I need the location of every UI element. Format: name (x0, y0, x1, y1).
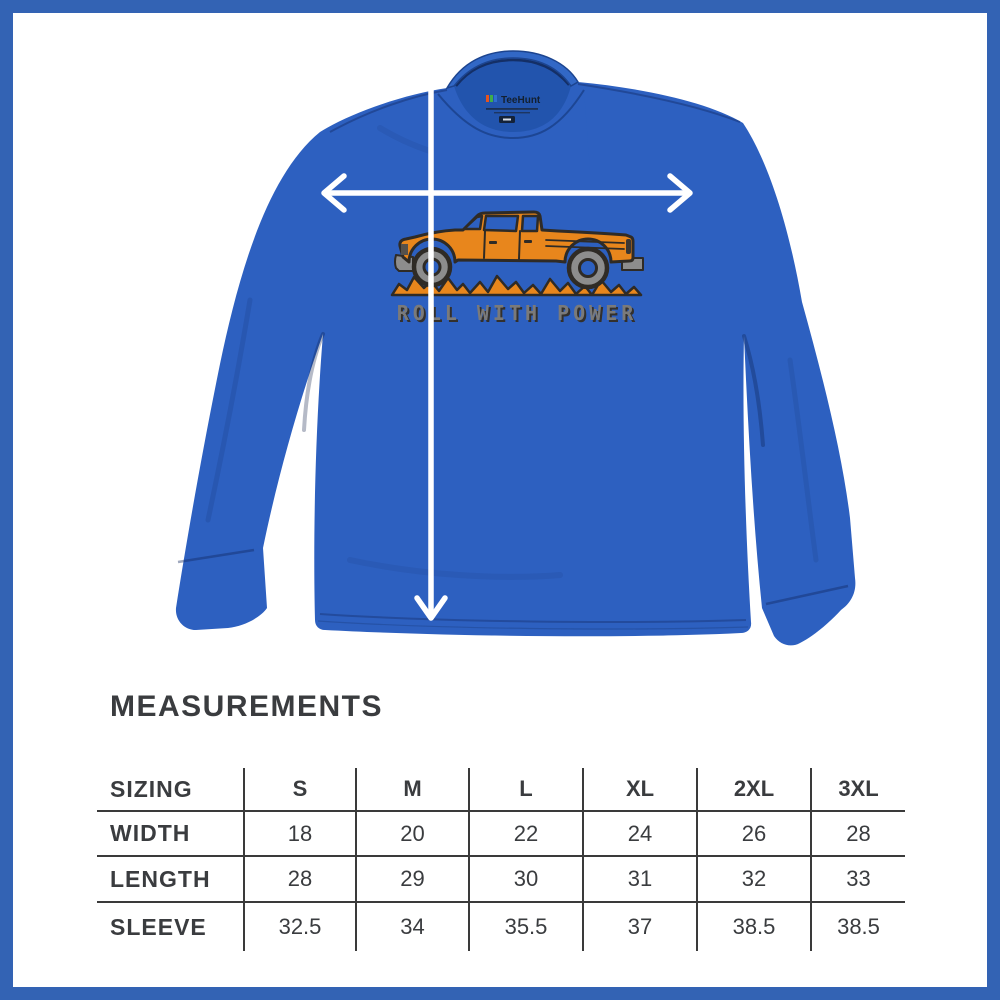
neck-label: TeeHunt (486, 95, 541, 123)
table-cell: 33 (810, 857, 905, 903)
truck-windows (462, 214, 540, 233)
table-header-sizing: SIZING (97, 768, 243, 812)
table-cell: 38.5 (810, 903, 905, 951)
table-cell: 26 (696, 812, 810, 857)
taillight (626, 239, 631, 254)
size-table: SIZING S M L XL 2XL 3XL WIDTH 18 20 22 2… (97, 768, 905, 951)
table-cell: 24 (582, 812, 696, 857)
measurements-title: MEASUREMENTS (110, 690, 384, 723)
seams (177, 83, 849, 630)
collar-band (445, 50, 580, 90)
size-col-header: L (468, 768, 582, 812)
table-cell: 28 (243, 857, 355, 903)
graphic-caption-shadow: ROLL WITH POWER (399, 303, 640, 327)
grille (401, 244, 408, 255)
table-cell: 37 (582, 903, 696, 951)
table-cell: 38.5 (696, 903, 810, 951)
table-cell: 28 (810, 812, 905, 857)
table-cell: 30 (468, 857, 582, 903)
brand-logo-icon (490, 95, 493, 102)
table-cell: 34 (355, 903, 468, 951)
label-fine-print (486, 108, 538, 110)
table-cell: 18 (243, 812, 355, 857)
collar-inside (454, 58, 571, 132)
table-cell: 31 (582, 857, 696, 903)
brand-name: TeeHunt (501, 95, 541, 106)
collar: TeeHunt (432, 50, 590, 170)
graphic-caption: ROLL WITH POWER (397, 301, 638, 325)
size-col-header: S (243, 768, 355, 812)
table-cell: 32.5 (243, 903, 355, 951)
table-cell: 35.5 (468, 903, 582, 951)
neckline-stitch (437, 89, 585, 140)
truck-body (398, 210, 635, 264)
door-handle (489, 241, 497, 244)
front-neckline-seam (432, 90, 590, 170)
brand-logo-icon (494, 95, 497, 102)
brand-logo-icon (486, 95, 489, 102)
table-cell: 20 (355, 812, 468, 857)
table-cell: 22 (468, 812, 582, 857)
vertical-length-arrow-icon (414, 53, 448, 621)
row-label-length: LENGTH (97, 857, 243, 903)
size-col-header: M (355, 768, 468, 812)
size-col-header: 3XL (810, 768, 905, 812)
size-col-header: 2XL (696, 768, 810, 812)
row-label-width: WIDTH (97, 812, 243, 857)
table-cell: 32 (696, 857, 810, 903)
label-fine-print (494, 112, 530, 114)
shirt-photo: TeeHunt (175, 50, 856, 646)
table-cell: 29 (355, 857, 468, 903)
size-tag-text (503, 118, 511, 121)
size-col-header: XL (582, 768, 696, 812)
fabric-wrinkles (205, 125, 819, 580)
door-handle (524, 240, 532, 243)
row-label-sleeve: SLEEVE (110, 913, 207, 940)
horizontal-width-arrow-icon (321, 173, 693, 213)
collar-shadow (455, 58, 570, 87)
